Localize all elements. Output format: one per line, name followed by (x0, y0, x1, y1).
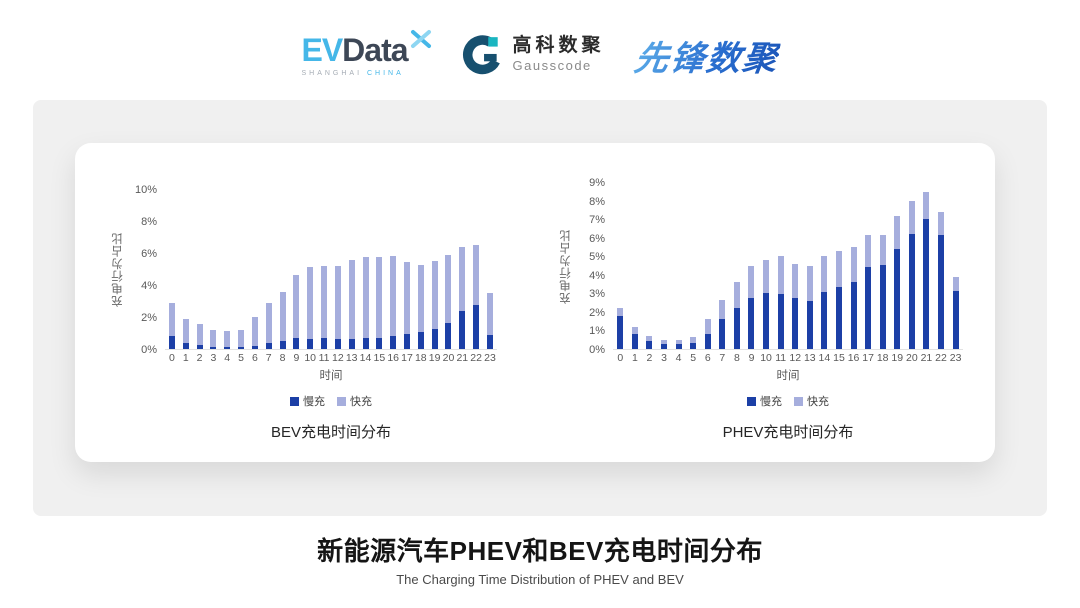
xianfeng-shuju-logo: 先锋数聚 (631, 31, 782, 80)
y-ticks: 0% 2% 4% 6% 8% 10% (134, 184, 157, 356)
plot (165, 190, 497, 350)
gausscode-cn-text: 高科数聚 (512, 35, 605, 57)
phev-y-axis-label: 充电行为占比 (560, 229, 572, 304)
evdata-x-mark-icon (410, 29, 431, 48)
phev-chart-title: PHEV充电时间分布 (722, 424, 854, 441)
header-logos: EV Data SHANGHAI CHINA 高科数聚 Gausscode 先锋… (0, 20, 1080, 90)
x-ticks: 0 1 2 3 4 5 6 7 8 9 10 11 12 13 14 15 16 17 18 19 20 21 22 23 (168, 352, 496, 364)
legend-item-fast: 快充 (337, 393, 372, 409)
slow-charge-swatch-icon (290, 396, 299, 406)
y-ticks: 0% 1% 2% 3% 4% 5% 6% 7% 8% 9% (589, 177, 605, 356)
gausscode-logo: 高科数聚 Gausscode (462, 34, 605, 76)
chart-panel: 充电行为占比 0% 2% 4% 6% 8% 10% 0 1 2 3 4 5 6 7 8 9 10 11 12 13 1… (33, 100, 1047, 516)
legend-item-slow: 慢充 (290, 393, 325, 409)
page-subtitle: The Charging Time Distribution of PHEV a… (396, 572, 684, 587)
phev-chart: 充电行为占比 0% 1% 2% 3% 4% 5% 6% 7% 8% 9% 0 1 2 3 4 5 6 7 8 9 10… (547, 143, 995, 462)
legend-item-fast: 快充 (794, 393, 829, 409)
fast-charge-swatch-icon (337, 396, 346, 406)
bev-chart: 充电行为占比 0% 2% 4% 6% 8% 10% 0 1 2 3 4 5 6 7 8 9 10 11 12 13 1… (75, 143, 547, 462)
bev-x-axis-label: 时间 (319, 370, 343, 382)
bev-legend: 慢充 快充 (165, 393, 497, 409)
gausscode-g-icon (462, 35, 500, 75)
phev-legend: 慢充 快充 (613, 393, 963, 409)
chart-card: 充电行为占比 0% 2% 4% 6% 8% 10% 0 1 2 3 4 5 6 7 8 9 10 11 12 13 1… (75, 143, 995, 462)
gausscode-en-text: Gausscode (512, 58, 592, 74)
evdata-ev-text: EV (301, 31, 343, 68)
phev-x-axis-label: 时间 (776, 370, 800, 382)
fast-charge-swatch-icon (794, 396, 803, 406)
slow-charge-swatch-icon (747, 396, 756, 406)
plot (613, 183, 963, 350)
page-title: 新能源汽车PHEV和BEV充电时间分布 (317, 536, 763, 566)
evdata-logo: EV Data SHANGHAI CHINA (301, 29, 431, 77)
x-ticks: 0 1 2 3 4 5 6 7 8 9 10 11 12 13 14 15 16 17 18 19 20 21 22 23 (617, 352, 962, 364)
evdata-subtitle: SHANGHAI CHINA (301, 69, 404, 77)
evdata-data-text: Data (342, 31, 408, 68)
footer: 新能源汽车PHEV和BEV充电时间分布 The Charging Time Di… (0, 534, 1080, 587)
bev-y-axis-label: 充电行为占比 (112, 232, 124, 308)
legend-item-slow: 慢充 (747, 393, 782, 409)
bev-chart-title: BEV充电时间分布 (270, 424, 391, 441)
